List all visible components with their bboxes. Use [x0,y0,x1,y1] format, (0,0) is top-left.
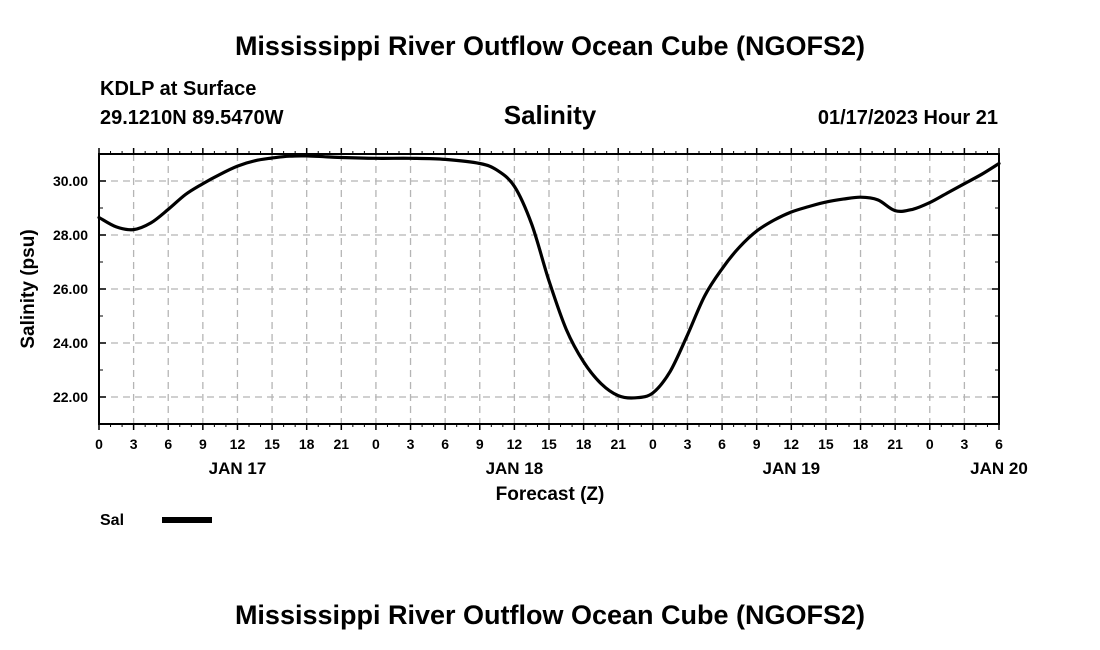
salinity-series-line [97,154,1001,400]
x-tick-label: 9 [476,436,484,452]
x-tick-label: 6 [718,436,726,452]
x-tick-label: 9 [199,436,207,452]
x-tick-label: 9 [753,436,761,452]
x-tick-label: 3 [684,436,692,452]
x-tick-label: 21 [887,436,903,452]
y-tick-label: 28.00 [53,227,88,243]
x-tick-label: 3 [407,436,415,452]
station-label: KDLP at Surface [100,78,256,100]
y-tick-label: 30.00 [53,173,88,189]
datetime-label: 01/17/2023 Hour 21 [818,107,998,129]
x-tick-label: 3 [960,436,968,452]
coordinates-label: 29.1210N 89.5470W [100,107,284,129]
x-tick-label: 18 [576,436,592,452]
x-tick-label: 12 [230,436,246,452]
x-tick-label: 15 [818,436,834,452]
x-tick-labels: 0 3 6 9 12 15 18 21 0 3 6 9 12 15 18 21 0 3 6 9 12 15 18 21 0 3 6 [95,436,1003,452]
day-label: JAN 17 [209,459,267,478]
y-axis-label: Salinity (psu) [18,229,39,348]
x-tick-label: 21 [334,436,350,452]
x-tick-label: 6 [441,436,449,452]
x-tick-label: 6 [995,436,1003,452]
x-tick-label: 0 [926,436,934,452]
x-tick-label: 12 [507,436,523,452]
day-labels: JAN 17 JAN 18 JAN 19 JAN 20 [209,459,1028,478]
day-label: JAN 19 [762,459,820,478]
plot-frame [98,153,1000,425]
plot-title: Salinity [504,100,597,130]
x-tick-label: 15 [541,436,557,452]
y-tick-label: 26.00 [53,281,88,297]
x-axis-label: Forecast (Z) [496,484,605,505]
x-tick-label: 21 [610,436,626,452]
x-tick-label: 6 [164,436,172,452]
x-tick-label: 3 [130,436,138,452]
y-tick-label: 22.00 [53,389,88,405]
x-tick-label: 18 [299,436,315,452]
x-tick-label: 18 [853,436,869,452]
y-tick-labels: 22.00 24.00 26.00 28.00 30.00 [53,173,88,405]
x-tick-label: 15 [264,436,280,452]
day-label: JAN 18 [486,459,544,478]
day-label: JAN 20 [970,459,1028,478]
x-tick-label: 12 [784,436,800,452]
y-tick-label: 24.00 [53,335,88,351]
x-tick-label: 0 [649,436,657,452]
footer-title: Mississippi River Outflow Ocean Cube (NG… [235,600,865,630]
grid-lines [99,154,999,424]
x-tick-label: 0 [95,436,103,452]
main-title: Mississippi River Outflow Ocean Cube (NG… [235,31,865,61]
legend-label: Sal [100,512,124,529]
x-tick-label: 0 [372,436,380,452]
